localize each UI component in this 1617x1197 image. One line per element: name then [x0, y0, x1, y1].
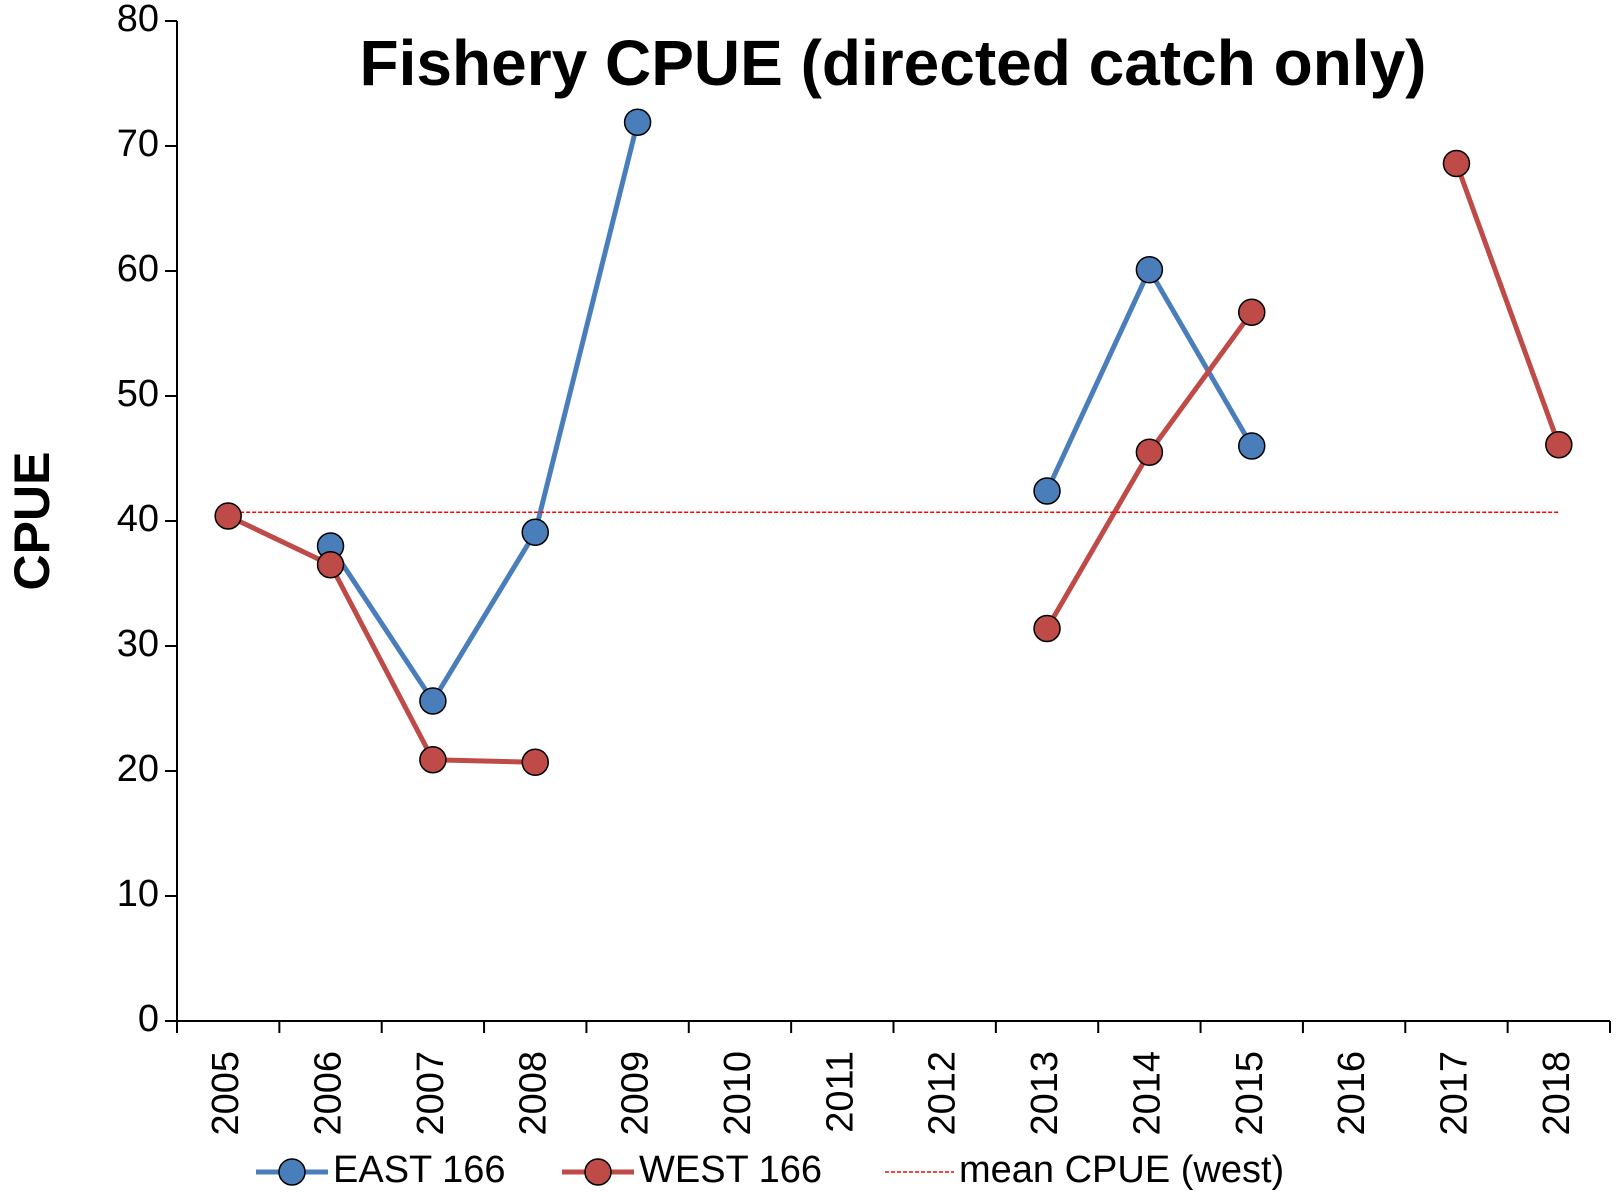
- x-tick-label: 2015: [1229, 1051, 1271, 1136]
- x-tick-label: 2013: [1024, 1051, 1066, 1136]
- data-point: [214, 502, 242, 530]
- x-tick-label: 2007: [410, 1051, 452, 1136]
- data-point: [1033, 614, 1061, 643]
- data-point: [419, 687, 447, 715]
- x-tick-label: 2005: [205, 1051, 247, 1136]
- data-point: [1135, 438, 1164, 466]
- x-tick-label: 2018: [1536, 1051, 1578, 1136]
- y-axis-label: CPUE: [4, 452, 60, 591]
- data-point: [1238, 432, 1266, 460]
- legend-label: EAST 166: [333, 1149, 506, 1191]
- y-tick-label: 30: [117, 623, 159, 665]
- x-tick-label: 2011: [819, 1051, 861, 1133]
- y-tick-label: 10: [117, 873, 159, 915]
- data-point: [316, 551, 345, 579]
- x-tick-label: 2008: [512, 1051, 554, 1136]
- chart-title: Fishery CPUE (directed catch only): [360, 27, 1427, 99]
- x-tick-label: 2016: [1331, 1051, 1373, 1136]
- x-tick-label: 2006: [308, 1051, 350, 1136]
- data-point: [419, 746, 447, 774]
- series-line: [227, 162, 1562, 765]
- y-tick-label: 20: [117, 748, 159, 790]
- y-tick-label: 80: [117, 0, 159, 40]
- data-point: [1135, 256, 1164, 284]
- x-tick-label: 2012: [922, 1051, 964, 1136]
- legend-label: WEST 166: [639, 1149, 822, 1191]
- data-point: [521, 748, 549, 776]
- x-tick-label: 2014: [1126, 1051, 1168, 1136]
- y-tick-label: 70: [117, 123, 159, 165]
- x-tick-label: 2017: [1433, 1051, 1475, 1136]
- y-tick-label: 60: [117, 248, 159, 290]
- data-point: [623, 108, 652, 136]
- x-tick-label: 2009: [615, 1051, 657, 1136]
- data-point: [1033, 477, 1061, 505]
- x-tick-label: 2010: [717, 1051, 759, 1136]
- legend-label: mean CPUE (west): [959, 1149, 1284, 1191]
- y-tick-label: 50: [117, 373, 159, 415]
- y-tick-label: 0: [138, 998, 159, 1040]
- y-tick-label: 40: [117, 498, 159, 540]
- data-point: [1238, 298, 1266, 326]
- data-point: [1442, 149, 1471, 178]
- legend-marker: [278, 1158, 306, 1186]
- legend-marker: [584, 1158, 612, 1186]
- data-point: [521, 518, 549, 546]
- series-line: [328, 121, 1254, 706]
- data-point: [1545, 431, 1573, 459]
